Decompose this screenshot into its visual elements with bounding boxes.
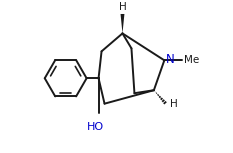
Text: H: H [119, 2, 126, 12]
Text: Me: Me [184, 55, 199, 65]
Polygon shape [120, 14, 124, 33]
Text: N: N [165, 53, 174, 66]
Text: H: H [170, 99, 178, 109]
Text: HO: HO [87, 122, 104, 132]
